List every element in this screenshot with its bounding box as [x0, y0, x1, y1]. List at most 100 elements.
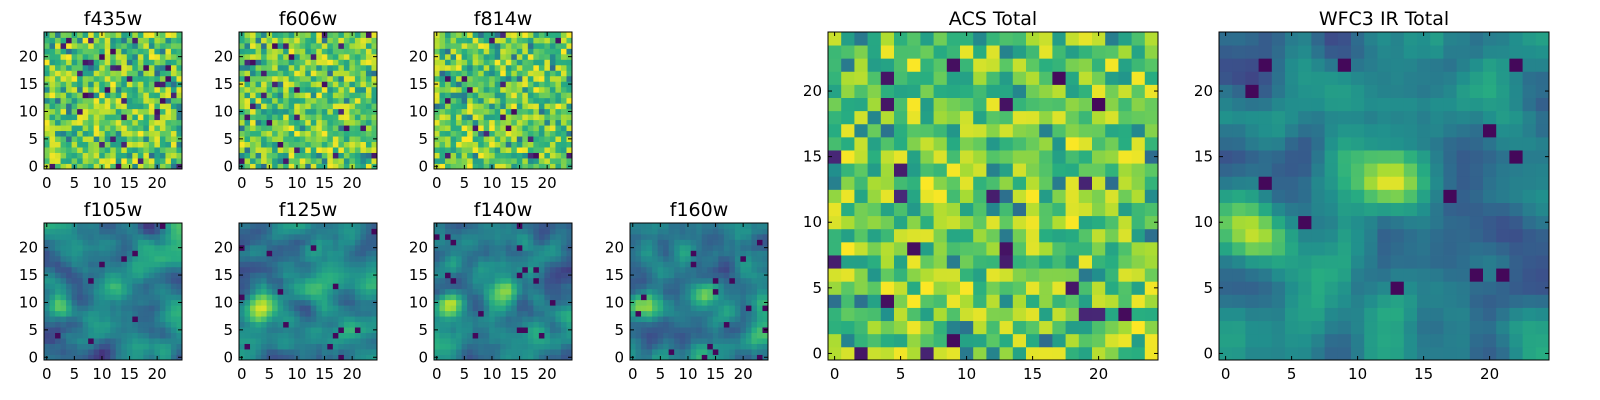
heatmap-cell: [439, 228, 446, 235]
heatmap-cell: [299, 338, 306, 344]
heatmap-cell: [690, 228, 697, 235]
heatmap-cell: [439, 97, 446, 104]
heatmap-cell: [44, 86, 50, 93]
heatmap-cell: [239, 310, 245, 317]
heatmap-cell: [316, 316, 323, 323]
heatmap-cell: [456, 32, 462, 38]
heatmap-cell: [99, 272, 106, 279]
heatmap-cell: [299, 272, 306, 279]
heatmap-cell: [668, 338, 675, 344]
heatmap-cell: [456, 97, 462, 104]
heatmap-cell: [920, 320, 934, 335]
heatmap-cell: [88, 277, 95, 284]
heatmap-cell: [170, 114, 177, 121]
heatmap-cell: [126, 114, 133, 121]
heatmap-cell: [66, 266, 72, 273]
heatmap-cell: [522, 97, 529, 104]
heatmap-cell: [500, 272, 507, 279]
heatmap-cell: [494, 310, 501, 317]
heatmap-cell: [701, 299, 708, 306]
heatmap-cell: [60, 250, 67, 257]
heatmap-cell: [55, 53, 61, 60]
heatmap-cell: [288, 103, 295, 110]
heatmap-cell: [756, 272, 763, 279]
heatmap-cell: [483, 158, 490, 164]
heatmap-cell: [244, 349, 251, 355]
heatmap-cell: [255, 288, 262, 295]
heatmap-cell: [77, 250, 84, 257]
heatmap-cell: [55, 277, 61, 284]
heatmap-cell: [365, 277, 372, 284]
heatmap-cell: [527, 32, 534, 38]
heatmap-cell: [1012, 228, 1027, 243]
heatmap-cell: [472, 239, 479, 246]
heatmap-cell: [126, 53, 133, 60]
heatmap-cell: [880, 202, 895, 217]
heatmap-cell: [679, 327, 686, 333]
x-tick-label: 10: [92, 174, 111, 192]
heatmap-cell: [560, 141, 567, 148]
heatmap-cell: [1078, 307, 1093, 322]
heatmap-cell: [472, 75, 479, 82]
heatmap-cell: [327, 103, 334, 110]
heatmap-cell: [538, 108, 545, 115]
heatmap-cell: [544, 114, 551, 121]
heatmap-cell: [544, 37, 551, 44]
heatmap-cell: [272, 64, 279, 71]
heatmap-cell: [841, 346, 855, 361]
heatmap-cell: [159, 233, 166, 240]
heatmap-cell: [522, 310, 529, 317]
heatmap-cell: [154, 125, 161, 132]
heatmap-cell: [635, 266, 642, 273]
heatmap-cell: [701, 277, 708, 284]
heatmap-cell: [745, 310, 752, 317]
heatmap-cell: [261, 288, 267, 295]
heatmap-cell: [126, 86, 133, 93]
heatmap-cell: [132, 223, 139, 229]
heatmap-cell: [973, 202, 987, 217]
heatmap-cell: [841, 268, 855, 282]
heatmap-cell: [560, 299, 567, 306]
heatmap-cell: [1078, 241, 1093, 256]
heatmap-cell: [1065, 294, 1080, 308]
heatmap-cell: [907, 281, 921, 295]
heatmap-cell: [511, 59, 518, 66]
heatmap-cell: [266, 266, 273, 273]
heatmap-cell: [461, 349, 468, 355]
axes-frame: [43, 31, 183, 170]
heatmap-cell: [894, 163, 908, 177]
heatmap-cell: [82, 272, 89, 279]
heatmap-cell: [522, 108, 529, 115]
heatmap-cell: [1052, 320, 1066, 335]
heatmap-cell: [472, 64, 479, 71]
heatmap-cell: [349, 42, 356, 49]
heatmap-cell: [701, 327, 708, 333]
heatmap-cell: [549, 272, 556, 279]
heatmap-cell: [71, 272, 78, 279]
heatmap-cell: [316, 163, 323, 170]
heatmap-cell: [679, 244, 686, 251]
x-tick-label: 10: [482, 365, 501, 383]
heatmap-cell: [261, 92, 267, 99]
heatmap-cell: [729, 233, 736, 240]
heatmap-cell: [93, 64, 100, 71]
heatmap-cell: [115, 108, 122, 115]
heatmap-cell: [439, 343, 446, 350]
heatmap-cell: [500, 255, 507, 262]
heatmap-cell: [310, 261, 317, 268]
heatmap-cell: [244, 354, 251, 361]
heatmap-cell: [668, 283, 675, 290]
heatmap-cell: [707, 277, 714, 284]
heatmap-cell: [500, 114, 507, 121]
heatmap-cell: [828, 215, 842, 230]
heatmap-cell: [450, 53, 457, 60]
heatmap-cell: [712, 239, 719, 246]
heatmap-cell: [511, 97, 518, 104]
heatmap-cell: [450, 250, 457, 257]
heatmap-cell: [159, 239, 166, 246]
heatmap-cell: [60, 48, 67, 55]
heatmap-cell: [148, 163, 155, 170]
heatmap-cell: [549, 158, 556, 164]
heatmap-cell: [71, 92, 78, 99]
heatmap-cell: [244, 283, 251, 290]
